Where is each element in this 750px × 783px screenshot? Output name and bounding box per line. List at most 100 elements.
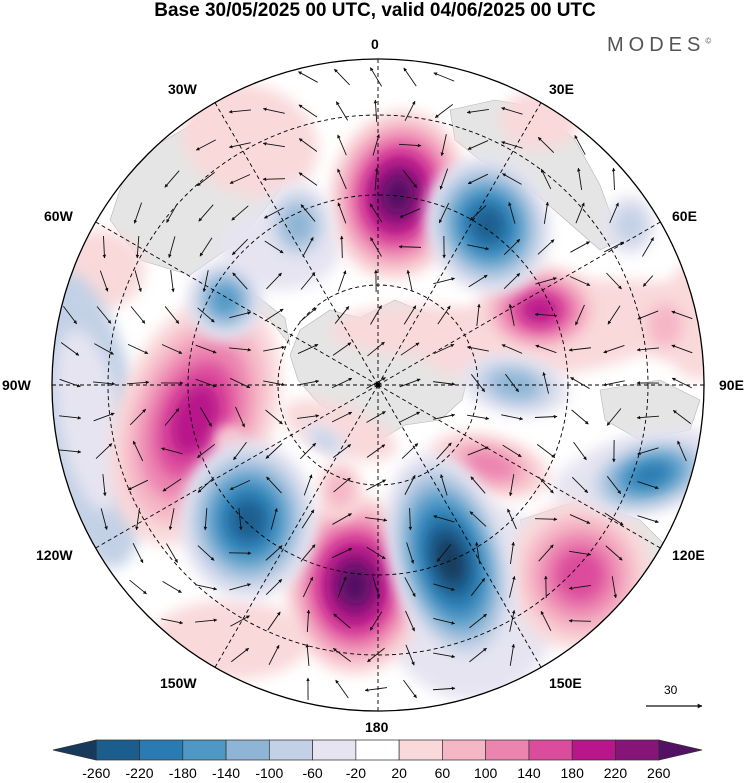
wind-vector bbox=[433, 381, 456, 386]
colorbar-swatch bbox=[139, 739, 184, 761]
wind-vector bbox=[508, 202, 516, 224]
anomaly-blob bbox=[318, 460, 362, 520]
wind-vector bbox=[170, 270, 175, 293]
wind-vector bbox=[570, 377, 590, 389]
wind-vector bbox=[637, 310, 659, 320]
colorbar-swatch bbox=[442, 739, 487, 761]
wind-vector bbox=[568, 618, 592, 623]
wind-vector bbox=[334, 306, 350, 324]
wind-vector bbox=[467, 173, 489, 185]
longitude-label-90w: 90W bbox=[2, 377, 31, 393]
colorbar-swatch bbox=[182, 739, 227, 761]
wind-vector bbox=[433, 72, 455, 82]
colorbar-swatch bbox=[52, 739, 97, 761]
wind-vector bbox=[573, 441, 587, 461]
wind-vector bbox=[611, 167, 616, 191]
wind-vector bbox=[265, 443, 283, 459]
wind-vector bbox=[303, 474, 313, 496]
wind-vector bbox=[231, 647, 249, 663]
polar-stereographic-map bbox=[51, 58, 705, 712]
map-title: Base 30/05/2025 00 UTC, valid 04/06/2025… bbox=[154, 0, 596, 21]
wind-vector bbox=[302, 236, 314, 257]
wind-vector bbox=[509, 643, 516, 666]
wind-vector bbox=[164, 408, 180, 426]
wind-vector bbox=[466, 109, 489, 114]
wind-vector bbox=[166, 203, 178, 223]
wind-vector bbox=[232, 272, 248, 290]
wind-vector bbox=[405, 610, 415, 632]
wind-vector bbox=[305, 643, 310, 666]
wind-vector bbox=[398, 244, 422, 249]
wind-vector bbox=[404, 100, 416, 122]
map-boundary bbox=[51, 58, 705, 712]
wind-vector bbox=[373, 99, 378, 123]
wind-vector bbox=[195, 344, 217, 354]
wind-vector bbox=[301, 509, 315, 529]
wind-vector bbox=[60, 342, 80, 356]
wind-vector bbox=[59, 449, 82, 454]
wind-vector bbox=[370, 305, 382, 325]
wind-vector bbox=[402, 170, 418, 188]
wind-vector bbox=[197, 477, 215, 493]
longitude-label-120w: 120W bbox=[36, 547, 73, 563]
anomaly-blob bbox=[180, 440, 316, 600]
wind-vector bbox=[339, 235, 344, 259]
wind-vector bbox=[332, 342, 352, 356]
wind-vector bbox=[470, 578, 486, 596]
wind-vector bbox=[501, 344, 523, 354]
wind-vector bbox=[366, 444, 386, 458]
modes-logo: MODES© bbox=[607, 34, 712, 56]
wind-vector bbox=[335, 679, 349, 699]
colorbar-tick-label: 260 bbox=[647, 765, 671, 781]
wind-vector bbox=[95, 443, 113, 459]
anomaly-blob bbox=[263, 183, 333, 267]
colorbar-swatch bbox=[225, 739, 270, 761]
colorbar-tick-label: 180 bbox=[560, 765, 584, 781]
wind-vector bbox=[540, 610, 552, 632]
anomaly-blob bbox=[637, 290, 693, 360]
colorbar-swatch bbox=[268, 739, 313, 761]
wind-vector bbox=[233, 441, 247, 461]
wind-vector bbox=[400, 342, 420, 356]
wind-vector bbox=[399, 378, 421, 388]
colorbar-tick-label: -20 bbox=[345, 765, 366, 781]
wind-vector bbox=[229, 583, 251, 591]
wind-vector bbox=[543, 201, 549, 224]
meridian-line bbox=[95, 221, 379, 386]
wind-vector bbox=[337, 202, 347, 224]
wind-vector bbox=[436, 544, 452, 562]
wind-vector bbox=[403, 305, 417, 325]
wind-vector bbox=[228, 109, 251, 114]
wind-vector bbox=[135, 508, 140, 531]
wind-vector bbox=[467, 140, 489, 150]
wind-vector bbox=[370, 237, 382, 257]
wind-vector bbox=[575, 304, 585, 326]
wind-vector bbox=[127, 343, 149, 355]
wind-vector bbox=[469, 511, 487, 527]
wind-vector bbox=[469, 613, 487, 629]
wind-vector bbox=[502, 444, 522, 458]
wind-vector bbox=[470, 374, 486, 392]
wind-vector bbox=[501, 141, 523, 149]
anomaly-blob bbox=[605, 195, 655, 255]
wind-vector bbox=[569, 276, 591, 286]
wind-vector bbox=[134, 270, 142, 292]
wind-vector bbox=[537, 239, 555, 255]
wind-vector bbox=[164, 306, 180, 324]
wind-vector bbox=[535, 344, 557, 354]
wind-vector bbox=[197, 171, 215, 187]
wind-vector bbox=[603, 344, 625, 354]
wind-vector bbox=[337, 134, 347, 156]
colorbar-swatch bbox=[528, 739, 573, 761]
wind-vector bbox=[433, 583, 455, 591]
wind-vector bbox=[636, 415, 660, 420]
wind-vector bbox=[677, 440, 687, 462]
wind-vector bbox=[264, 308, 284, 322]
wind-vector bbox=[538, 476, 554, 494]
meridian-line bbox=[377, 221, 661, 386]
wind-vector bbox=[102, 235, 107, 259]
wind-vector bbox=[437, 305, 451, 325]
meridian-line bbox=[214, 102, 379, 386]
wind-vector bbox=[439, 168, 449, 190]
colorbar-tick-label: -180 bbox=[168, 765, 197, 781]
